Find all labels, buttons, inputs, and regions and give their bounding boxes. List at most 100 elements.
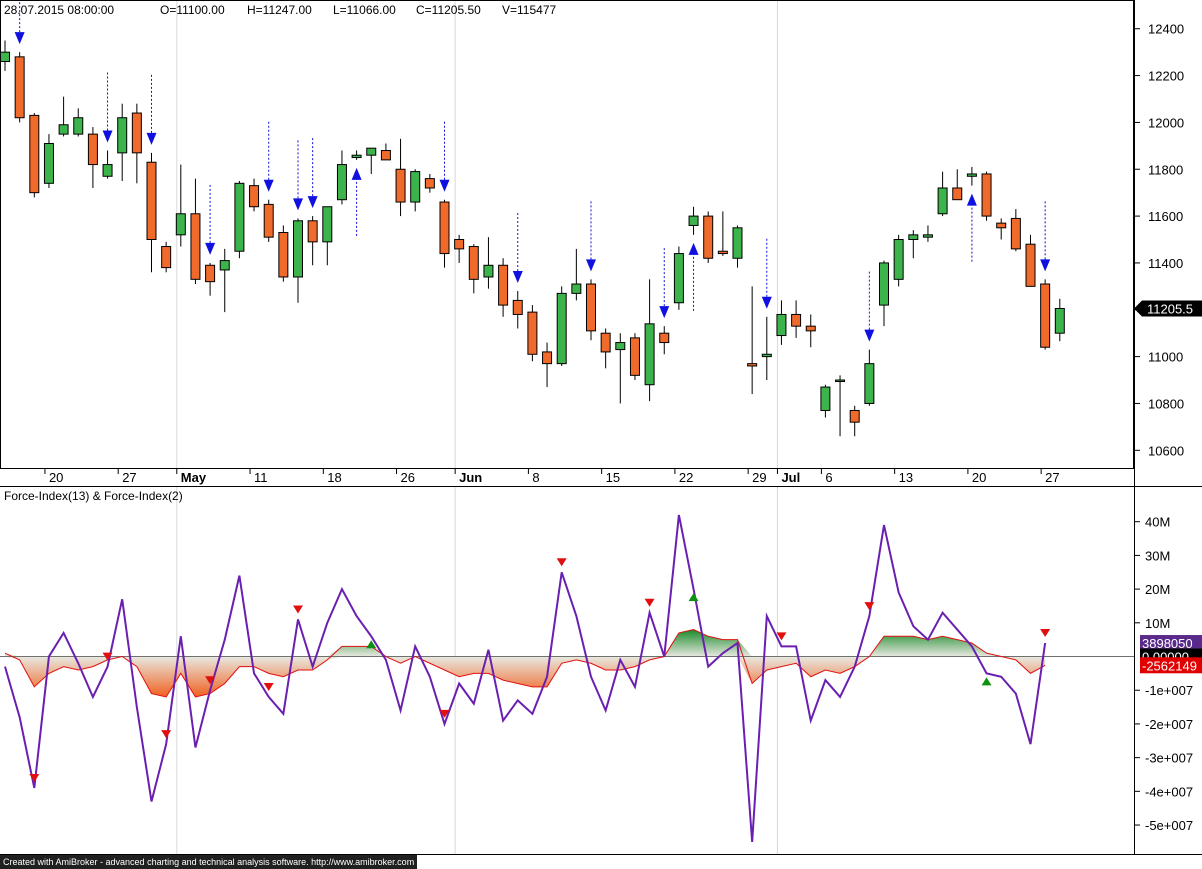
sell-marker-icon[interactable]: [864, 602, 875, 611]
sell-marker-icon[interactable]: [556, 558, 567, 567]
sell-arrow-icon[interactable]: [263, 179, 274, 192]
candle-body[interactable]: [644, 323, 655, 386]
sell-arrow-icon[interactable]: [864, 329, 875, 342]
candle-body[interactable]: [43, 142, 54, 184]
sell-marker-icon[interactable]: [102, 652, 113, 661]
sell-marker-icon[interactable]: [776, 632, 787, 641]
sell-arrow-icon[interactable]: [146, 132, 157, 145]
candle-body[interactable]: [937, 187, 948, 215]
candle-body[interactable]: [922, 234, 933, 238]
candle-body[interactable]: [542, 351, 553, 365]
candle-body[interactable]: [73, 117, 84, 135]
candle-body[interactable]: [468, 246, 479, 280]
sell-arrow-icon[interactable]: [512, 271, 523, 284]
candle-body[interactable]: [410, 171, 421, 203]
candle-body[interactable]: [952, 187, 963, 201]
sell-arrow-icon[interactable]: [659, 306, 670, 319]
candle-body[interactable]: [102, 164, 113, 177]
sell-marker-icon[interactable]: [205, 676, 216, 685]
candle-body[interactable]: [996, 222, 1007, 229]
candle-body[interactable]: [263, 203, 274, 238]
candle-body[interactable]: [58, 124, 69, 135]
candle-body[interactable]: [380, 150, 391, 161]
candle-body[interactable]: [981, 173, 992, 217]
sell-arrow-icon[interactable]: [1040, 259, 1051, 272]
sell-arrow-icon[interactable]: [14, 32, 25, 45]
sell-arrow-icon[interactable]: [307, 196, 318, 209]
candle-body[interactable]: [893, 239, 904, 280]
candle-body[interactable]: [835, 379, 846, 383]
candle-body[interactable]: [1010, 217, 1021, 250]
candle-body[interactable]: [234, 182, 245, 252]
sell-arrow-icon[interactable]: [761, 296, 772, 309]
fi2-line[interactable]: [4, 514, 1047, 842]
sell-arrow-icon[interactable]: [439, 179, 450, 192]
candle-body[interactable]: [351, 154, 362, 159]
buy-arrow-icon[interactable]: [351, 167, 362, 180]
candle-body[interactable]: [161, 246, 172, 269]
candle-body[interactable]: [688, 215, 699, 226]
sell-marker-icon[interactable]: [263, 682, 274, 691]
candle-body[interactable]: [966, 173, 977, 177]
candle-body[interactable]: [791, 313, 802, 327]
candle-body[interactable]: [483, 264, 494, 278]
candle-body[interactable]: [747, 363, 758, 367]
buy-marker-icon[interactable]: [366, 640, 377, 649]
sell-arrow-icon[interactable]: [205, 242, 216, 255]
candle-body[interactable]: [0, 51, 10, 63]
candle-body[interactable]: [556, 292, 567, 365]
candle-body[interactable]: [395, 168, 406, 203]
candle-body[interactable]: [673, 253, 684, 304]
candle-body[interactable]: [600, 332, 611, 353]
candle-body[interactable]: [293, 220, 303, 278]
candle-body[interactable]: [512, 299, 523, 315]
candle-body[interactable]: [131, 112, 142, 154]
buy-marker-icon[interactable]: [981, 677, 992, 686]
sell-marker-icon[interactable]: [644, 598, 655, 607]
candle-body[interactable]: [29, 114, 40, 194]
candle-body[interactable]: [87, 133, 98, 166]
sell-marker-icon[interactable]: [1040, 629, 1051, 638]
candle-body[interactable]: [322, 206, 333, 243]
candle-body[interactable]: [249, 185, 260, 208]
candle-body[interactable]: [278, 231, 289, 278]
sell-arrow-icon[interactable]: [586, 259, 596, 272]
candle-body[interactable]: [629, 337, 640, 376]
candle-body[interactable]: [175, 213, 186, 236]
candle-body[interactable]: [586, 283, 596, 332]
candle-body[interactable]: [615, 342, 626, 351]
buy-arrow-icon[interactable]: [966, 193, 977, 206]
candle-body[interactable]: [366, 147, 377, 156]
candle-body[interactable]: [14, 56, 25, 119]
buy-arrow-icon[interactable]: [688, 242, 699, 255]
candle-body[interactable]: [864, 363, 875, 404]
sell-arrow-icon[interactable]: [102, 130, 113, 143]
sell-marker-icon[interactable]: [439, 709, 450, 718]
candle-body[interactable]: [908, 234, 919, 241]
buy-marker-icon[interactable]: [688, 593, 699, 602]
candle-body[interactable]: [659, 332, 670, 344]
candle-body[interactable]: [117, 117, 128, 154]
candle-body[interactable]: [1040, 283, 1051, 348]
price-pane[interactable]: [0, 0, 1065, 437]
sell-marker-icon[interactable]: [293, 605, 303, 614]
candle-body[interactable]: [498, 264, 509, 306]
sell-marker-icon[interactable]: [161, 730, 172, 739]
force-index-pane[interactable]: [0, 514, 1134, 842]
candle-body[interactable]: [703, 215, 714, 259]
candle-body[interactable]: [571, 283, 582, 294]
candle-body[interactable]: [439, 201, 450, 255]
sell-marker-icon[interactable]: [29, 773, 40, 782]
candle-body[interactable]: [205, 264, 216, 283]
candle-body[interactable]: [717, 250, 728, 255]
candle-body[interactable]: [849, 409, 860, 423]
candle-body[interactable]: [879, 262, 889, 306]
candle-body[interactable]: [805, 325, 816, 332]
candle-body[interactable]: [1054, 307, 1065, 334]
candle-body[interactable]: [1025, 243, 1036, 287]
candle-body[interactable]: [146, 161, 157, 241]
candle-body[interactable]: [527, 311, 538, 355]
candle-body[interactable]: [732, 227, 743, 259]
candle-body[interactable]: [190, 213, 201, 280]
candle-body[interactable]: [307, 220, 318, 243]
